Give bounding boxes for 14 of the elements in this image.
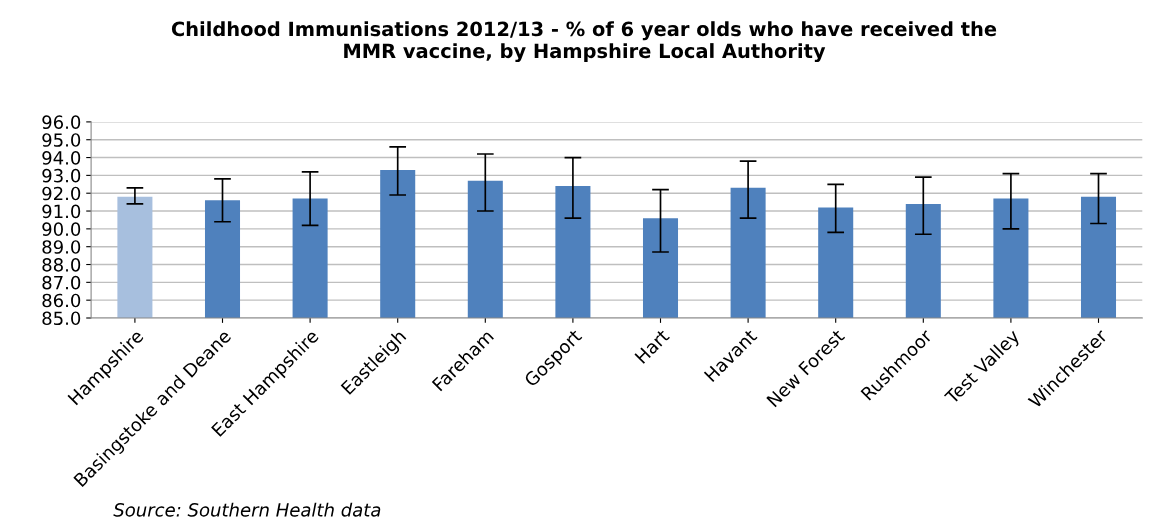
y-tick-label: 86.0 xyxy=(42,293,81,308)
y-tick-label: 90.0 xyxy=(42,222,81,236)
y-tick-label: 93.0 xyxy=(42,168,81,183)
y-tick-label: 88.0 xyxy=(42,257,81,272)
y-tick-label: 92.0 xyxy=(42,186,81,201)
y-tick-label: 95.0 xyxy=(42,133,81,147)
source-note: Source: Southern Health data xyxy=(113,502,381,517)
y-tick-label: 94.0 xyxy=(42,151,81,165)
y-tick-label: 85.0 xyxy=(42,311,81,326)
y-tick-label: 91.0 xyxy=(42,204,81,219)
y-tick-label: 89.0 xyxy=(42,240,81,254)
chart-title: Childhood Immunisations 2012/13 - % of 6 year olds who have received the MMR vaccine, by Hampshire Local Authority xyxy=(171,21,997,63)
y-tick-label: 87.0 xyxy=(42,275,81,290)
y-tick-label: 96.0 xyxy=(42,115,81,130)
